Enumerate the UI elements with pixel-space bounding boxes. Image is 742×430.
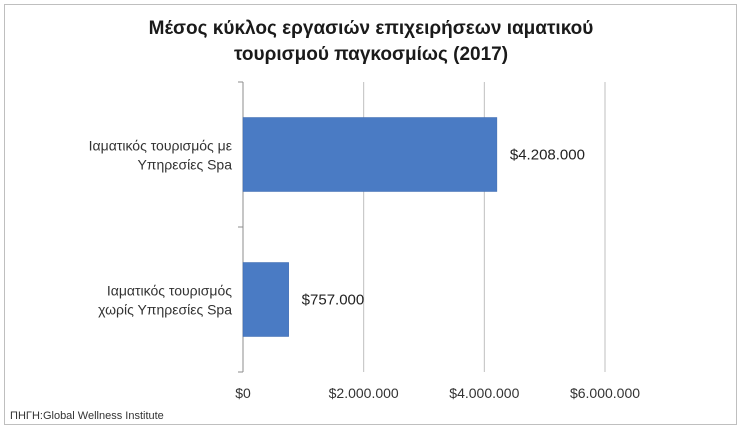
data-label-1: $757.000 bbox=[302, 292, 365, 309]
source-note: ΠΗΓΗ:Global Wellness Institute bbox=[10, 410, 164, 422]
category-label-0-0: Ιαματικός τουρισμός με bbox=[89, 138, 232, 154]
data-label-0: $4.208.000 bbox=[510, 147, 585, 164]
x-tick-label-2: $4.000.000 bbox=[449, 385, 519, 401]
category-label-0-1: Υπηρεσίες Spa bbox=[137, 157, 232, 173]
chart-frame bbox=[4, 4, 737, 425]
bar-0 bbox=[242, 117, 498, 192]
bar-1 bbox=[242, 262, 289, 337]
x-tick-label-1: $2.000.000 bbox=[329, 385, 399, 401]
category-label-1-1: χωρίς Υπηρεσίες Spa bbox=[98, 302, 232, 318]
x-tick-label-3: $6.000.000 bbox=[570, 385, 640, 401]
chart-title-line-1: Μέσος κύκλος εργασιών επιχειρήσεων ιαματ… bbox=[148, 18, 594, 39]
x-tick-label-0: $0 bbox=[235, 385, 251, 401]
chart-title-line-2: τουρισμού παγκοσμίως (2017) bbox=[233, 44, 509, 65]
category-label-1-0: Ιαματικός τουρισμός bbox=[107, 283, 232, 299]
